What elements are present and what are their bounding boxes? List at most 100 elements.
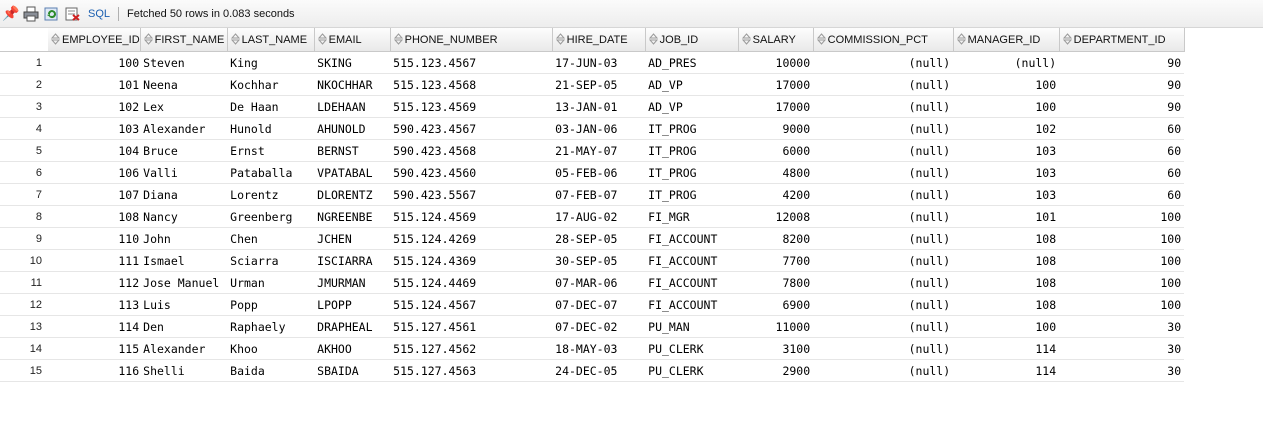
cell-manager-id[interactable]: 102 [953, 117, 1060, 140]
cell-last-name[interactable]: Popp [227, 293, 315, 316]
cell-phone-number[interactable]: 515.124.4569 [390, 205, 553, 228]
pin-icon[interactable]: 📌 [2, 5, 20, 22]
table-row[interactable]: 13 114 Den Raphaely DRAPHEAL 515.127.4561 07-D… [0, 315, 1185, 338]
cell-employee-id[interactable]: 106 [48, 161, 141, 184]
printer-icon[interactable] [23, 6, 39, 22]
cell-commission-pct[interactable]: (null) [813, 271, 954, 294]
cell-job-id[interactable]: FI_ACCOUNT [645, 249, 739, 272]
cell-job-id[interactable]: FI_ACCOUNT [645, 227, 739, 250]
cell-phone-number[interactable]: 515.124.4369 [390, 249, 553, 272]
cell-first-name[interactable]: Ismael [140, 249, 228, 272]
cell-salary[interactable]: 3100 [738, 337, 814, 360]
cell-email[interactable]: DRAPHEAL [314, 315, 391, 338]
cell-salary[interactable]: 4200 [738, 183, 814, 206]
cell-last-name[interactable]: Kochhar [227, 73, 315, 96]
cell-salary[interactable]: 6900 [738, 293, 814, 316]
sql-link[interactable]: SQL [88, 7, 111, 20]
row-number[interactable]: 10 [0, 249, 48, 272]
cell-email[interactable]: DLORENTZ [314, 183, 391, 206]
sort-icon[interactable] [956, 33, 966, 45]
row-number[interactable]: 14 [0, 337, 48, 360]
cell-department-id[interactable]: 90 [1059, 73, 1185, 96]
table-row[interactable]: 5 104 Bruce Ernst BERNST 590.423.4568 21-MAY-0… [0, 139, 1185, 162]
cell-phone-number[interactable]: 515.127.4563 [390, 359, 553, 382]
cell-hire-date[interactable]: 28-SEP-05 [552, 227, 646, 250]
cell-department-id[interactable]: 100 [1059, 249, 1185, 272]
cell-department-id[interactable]: 30 [1059, 359, 1185, 382]
row-number[interactable]: 4 [0, 117, 48, 140]
refresh-icon[interactable] [44, 6, 60, 22]
row-number[interactable]: 7 [0, 183, 48, 206]
table-row[interactable]: 12 113 Luis Popp LPOPP 515.124.4567 07-DEC-07 F… [0, 293, 1185, 316]
cell-manager-id[interactable]: 114 [953, 359, 1060, 382]
cell-employee-id[interactable]: 103 [48, 117, 141, 140]
table-row[interactable]: 1 100 Steven King SKING 515.123.4567 17-JUN-03… [0, 51, 1185, 74]
cell-department-id[interactable]: 100 [1059, 227, 1185, 250]
sort-icon[interactable] [816, 33, 826, 45]
cell-manager-id[interactable]: 114 [953, 337, 1060, 360]
cell-commission-pct[interactable]: (null) [813, 161, 954, 184]
cell-department-id[interactable]: 30 [1059, 315, 1185, 338]
cell-phone-number[interactable]: 590.423.4567 [390, 117, 553, 140]
cell-first-name[interactable]: Alexander [140, 117, 228, 140]
row-number[interactable]: 15 [0, 359, 48, 382]
cell-hire-date[interactable]: 30-SEP-05 [552, 249, 646, 272]
cell-email[interactable]: SKING [314, 51, 391, 74]
row-number[interactable]: 6 [0, 161, 48, 184]
cell-last-name[interactable]: Chen [227, 227, 315, 250]
column-header-commission-pct[interactable]: COMMISSION_PCT [813, 28, 954, 52]
cell-last-name[interactable]: Hunold [227, 117, 315, 140]
table-row[interactable]: 11 112 Jose Manuel Urman JMURMAN 515.124.4469… [0, 271, 1185, 294]
cell-first-name[interactable]: Neena [140, 73, 228, 96]
cell-phone-number[interactable]: 515.123.4567 [390, 51, 553, 74]
cell-job-id[interactable]: IT_PROG [645, 139, 739, 162]
table-row[interactable]: 7 107 Diana Lorentz DLORENTZ 590.423.5567 07-F… [0, 183, 1185, 206]
cell-first-name[interactable]: Steven [140, 51, 228, 74]
cell-last-name[interactable]: Lorentz [227, 183, 315, 206]
cell-job-id[interactable]: AD_PRES [645, 51, 739, 74]
cell-employee-id[interactable]: 115 [48, 337, 141, 360]
cell-phone-number[interactable]: 515.124.4269 [390, 227, 553, 250]
cell-commission-pct[interactable]: (null) [813, 293, 954, 316]
cell-email[interactable]: ISCIARRA [314, 249, 391, 272]
cell-phone-number[interactable]: 590.423.4560 [390, 161, 553, 184]
cell-phone-number[interactable]: 515.124.4567 [390, 293, 553, 316]
cell-first-name[interactable]: Shelli [140, 359, 228, 382]
column-header-salary[interactable]: SALARY [738, 28, 814, 52]
row-number[interactable]: 11 [0, 271, 48, 294]
cell-phone-number[interactable]: 515.123.4569 [390, 95, 553, 118]
table-row[interactable]: 6 106 Valli Pataballa VPATABAL 590.423.4560 05… [0, 161, 1185, 184]
cell-manager-id[interactable]: 108 [953, 293, 1060, 316]
cell-commission-pct[interactable]: (null) [813, 337, 954, 360]
cell-manager-id[interactable]: 100 [953, 95, 1060, 118]
cell-last-name[interactable]: Greenberg [227, 205, 315, 228]
row-number[interactable]: 8 [0, 205, 48, 228]
row-number[interactable]: 2 [0, 73, 48, 96]
cell-commission-pct[interactable]: (null) [813, 51, 954, 74]
cell-department-id[interactable]: 60 [1059, 183, 1185, 206]
cell-manager-id[interactable]: (null) [953, 51, 1060, 74]
table-row[interactable]: 9 110 John Chen JCHEN 515.124.4269 28-SEP-05 FI… [0, 227, 1185, 250]
cell-hire-date[interactable]: 17-JUN-03 [552, 51, 646, 74]
row-number[interactable]: 1 [0, 51, 48, 74]
cell-phone-number[interactable]: 590.423.4568 [390, 139, 553, 162]
sort-icon[interactable] [1062, 33, 1072, 45]
cell-commission-pct[interactable]: (null) [813, 205, 954, 228]
cell-salary[interactable]: 7800 [738, 271, 814, 294]
cell-salary[interactable]: 2900 [738, 359, 814, 382]
cell-employee-id[interactable]: 113 [48, 293, 141, 316]
sort-icon[interactable] [50, 33, 61, 45]
cell-employee-id[interactable]: 101 [48, 73, 141, 96]
cell-hire-date[interactable]: 07-MAR-06 [552, 271, 646, 294]
cell-last-name[interactable]: Khoo [227, 337, 315, 360]
column-header-employee-id[interactable]: EMPLOYEE_ID [48, 28, 141, 52]
cell-salary[interactable]: 9000 [738, 117, 814, 140]
cell-email[interactable]: BERNST [314, 139, 391, 162]
cell-first-name[interactable]: Nancy [140, 205, 228, 228]
cell-job-id[interactable]: AD_VP [645, 73, 739, 96]
cell-department-id[interactable]: 90 [1059, 95, 1185, 118]
cell-job-id[interactable]: PU_CLERK [645, 359, 739, 382]
table-row[interactable]: 15 116 Shelli Baida SBAIDA 515.127.4563 24-DEC… [0, 359, 1185, 382]
cell-last-name[interactable]: King [227, 51, 315, 74]
cell-hire-date[interactable]: 18-MAY-03 [552, 337, 646, 360]
